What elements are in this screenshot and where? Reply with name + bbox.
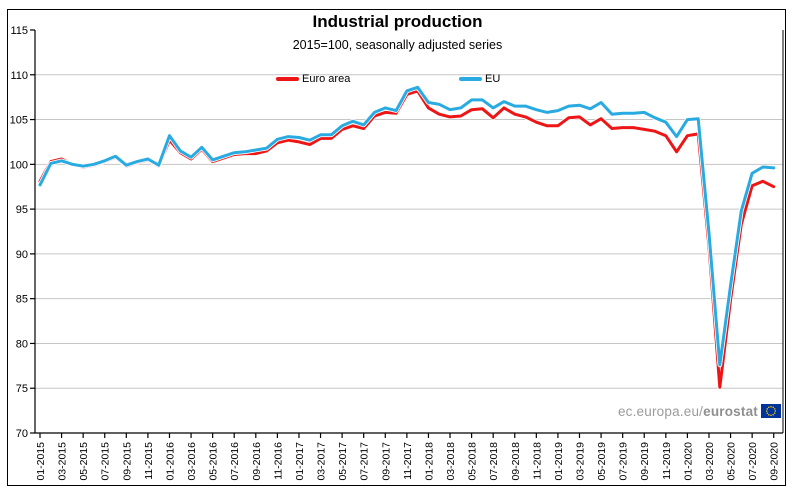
x-axis-label: 01-2017: [294, 442, 306, 481]
series-casing-eu: [37, 85, 777, 368]
eurostat-watermark: ec.europa.eu/eurostat: [0, 404, 781, 419]
y-axis-label: 85: [16, 294, 28, 306]
x-axis-label: 05-2019: [596, 442, 608, 481]
y-axis-label: 70: [16, 428, 28, 440]
x-axis-label: 09-2015: [121, 442, 133, 481]
x-axis-label: 07-2019: [618, 442, 630, 481]
x-axis-label: 07-2018: [488, 442, 500, 481]
x-axis-label: 09-2020: [769, 442, 781, 481]
x-axis-label: 09-2018: [510, 442, 522, 481]
x-axis-label: 05-2016: [208, 442, 220, 481]
legend-label-eu: EU: [485, 73, 501, 85]
watermark-eurostat: eurostat: [703, 404, 758, 419]
x-axis-label: 03-2019: [575, 442, 587, 481]
x-axis-label: 11-2015: [143, 442, 155, 480]
legend-item-eu: EU: [459, 73, 500, 85]
y-axis-label: 100: [10, 159, 28, 171]
y-axis-label: 110: [10, 70, 28, 82]
series-line-euro-area: [38, 89, 776, 389]
x-axis-label: 01-2018: [423, 442, 435, 481]
x-axis-label: 07-2020: [747, 442, 759, 481]
legend-label-euro-area: Euro area: [302, 73, 351, 85]
x-axis-label: 01-2019: [553, 442, 565, 481]
y-axis-label: 75: [16, 383, 28, 395]
x-axis-label: 07-2015: [100, 442, 112, 481]
x-axis-label: 11-2019: [661, 442, 673, 480]
y-axis-label: 105: [10, 115, 28, 127]
x-axis-label: 03-2017: [316, 442, 328, 481]
watermark-prefix: ec.europa.eu/: [617, 404, 704, 419]
x-axis-label: 09-2019: [639, 442, 651, 481]
x-axis-label: 01-2020: [682, 442, 694, 481]
x-axis-label: 11-2016: [272, 442, 284, 480]
x-axis-label: 03-2018: [445, 442, 457, 481]
x-axis-label: 05-2015: [78, 442, 90, 481]
x-axis-label: 05-2020: [726, 442, 738, 481]
y-axis-label: 115: [10, 25, 28, 37]
x-axis-label: 03-2020: [704, 442, 716, 481]
x-axis-label: 01-2016: [164, 442, 176, 481]
x-axis-label: 03-2016: [186, 442, 198, 481]
x-axis-label: 05-2017: [337, 442, 349, 481]
series-line-eu: [38, 85, 776, 367]
chart-outer-border: [7, 9, 786, 486]
euro-area-line-swatch: [276, 77, 299, 81]
chart-subtitle: 2015=100, seasonally adjusted series: [292, 38, 503, 52]
chart-title: Industrial production: [312, 12, 483, 31]
eu-line-swatch: [459, 77, 482, 81]
x-axis-label: 11-2018: [531, 442, 543, 480]
y-axis-label: 90: [16, 249, 28, 261]
x-axis-label: 07-2016: [229, 442, 241, 481]
x-axis-label: 09-2016: [251, 442, 263, 481]
x-axis-label: 05-2018: [467, 442, 479, 481]
y-axis-label: 80: [16, 338, 28, 350]
eu-flag-icon: [761, 404, 781, 418]
x-axis-label: 01-2015: [35, 442, 47, 481]
legend-item-euro-area: Euro area: [276, 73, 350, 85]
x-axis-label: 07-2017: [359, 442, 371, 481]
x-axis-label: 03-2015: [57, 442, 69, 481]
x-axis-label: 11-2017: [402, 442, 414, 480]
y-axis-label: 95: [16, 204, 28, 216]
x-axis-label: 09-2017: [380, 442, 392, 481]
